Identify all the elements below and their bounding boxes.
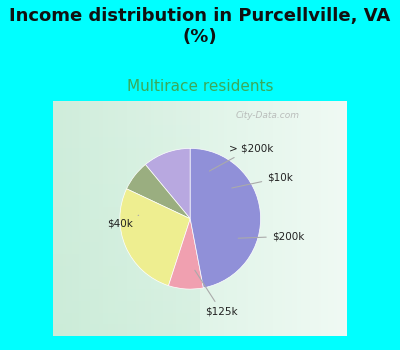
Bar bbox=[54, 301, 200, 313]
Bar bbox=[54, 172, 200, 183]
Text: $40k: $40k bbox=[107, 215, 139, 229]
Bar bbox=[54, 195, 200, 207]
Bar bbox=[54, 230, 200, 242]
Bar bbox=[54, 242, 200, 254]
Wedge shape bbox=[190, 148, 260, 288]
Bar bbox=[54, 160, 200, 172]
Bar bbox=[54, 266, 200, 277]
Bar bbox=[54, 313, 200, 324]
Text: > $200k: > $200k bbox=[209, 144, 273, 171]
Text: $10k: $10k bbox=[232, 173, 293, 188]
Bar bbox=[54, 324, 200, 336]
Text: Multirace residents: Multirace residents bbox=[127, 79, 273, 93]
Bar bbox=[54, 113, 200, 125]
Bar bbox=[54, 125, 200, 136]
Wedge shape bbox=[168, 219, 204, 289]
Bar bbox=[54, 254, 200, 266]
Text: $200k: $200k bbox=[238, 231, 304, 242]
Bar bbox=[54, 207, 200, 219]
Text: $125k: $125k bbox=[195, 270, 238, 316]
Wedge shape bbox=[145, 148, 190, 219]
Text: City-Data.com: City-Data.com bbox=[236, 111, 300, 120]
Bar bbox=[54, 277, 200, 289]
Bar bbox=[54, 219, 200, 230]
Wedge shape bbox=[120, 189, 190, 286]
Wedge shape bbox=[126, 164, 190, 219]
Bar bbox=[54, 136, 200, 148]
Bar bbox=[54, 289, 200, 301]
Bar bbox=[54, 148, 200, 160]
Bar bbox=[54, 183, 200, 195]
Text: Income distribution in Purcellville, VA
(%): Income distribution in Purcellville, VA … bbox=[9, 7, 391, 46]
Bar bbox=[54, 102, 200, 113]
